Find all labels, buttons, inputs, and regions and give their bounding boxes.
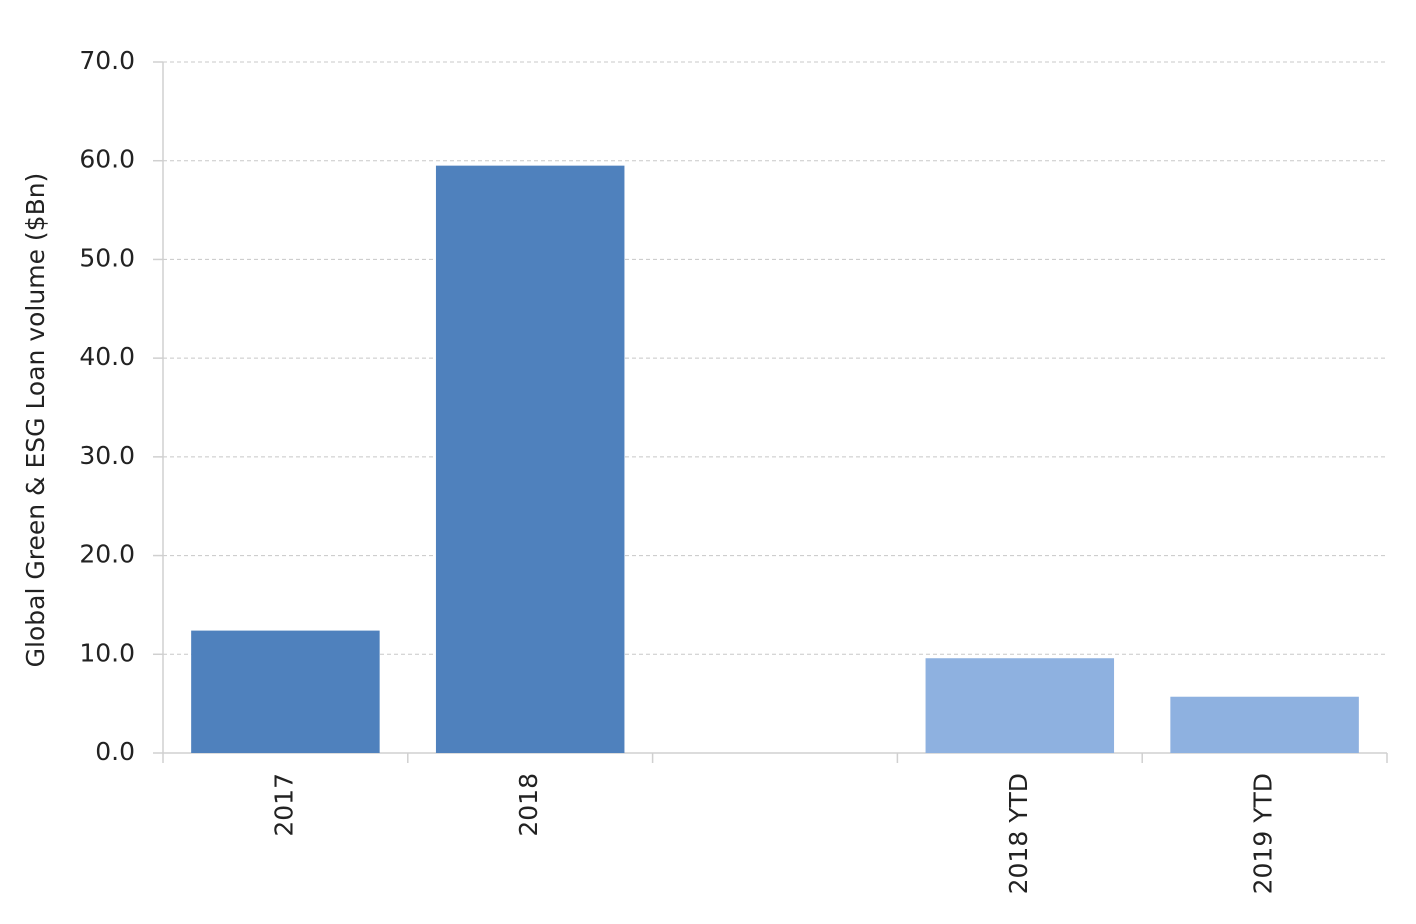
- x-tick-label: 2018: [514, 773, 543, 837]
- bar: [1170, 696, 1359, 753]
- bar: [435, 165, 625, 753]
- y-tick-label: 30.0: [79, 441, 135, 470]
- y-tick-label: 20.0: [79, 540, 135, 569]
- y-tick-label: 10.0: [79, 638, 135, 667]
- y-tick-label: 40.0: [79, 342, 135, 371]
- x-tick-label: 2018 YTD: [1004, 773, 1033, 894]
- y-axis-title: Global Green & ESG Loan volume ($Bn): [21, 173, 50, 668]
- y-tick-label: 50.0: [79, 243, 135, 272]
- y-tick-label: 70.0: [79, 46, 135, 75]
- x-tick-label: 2017: [269, 773, 298, 837]
- bar: [925, 658, 1115, 753]
- x-tick-label: 2019 YTD: [1249, 773, 1278, 894]
- y-tick-label: 0.0: [95, 737, 135, 766]
- bar: [191, 630, 380, 753]
- y-tick-label: 60.0: [79, 145, 135, 174]
